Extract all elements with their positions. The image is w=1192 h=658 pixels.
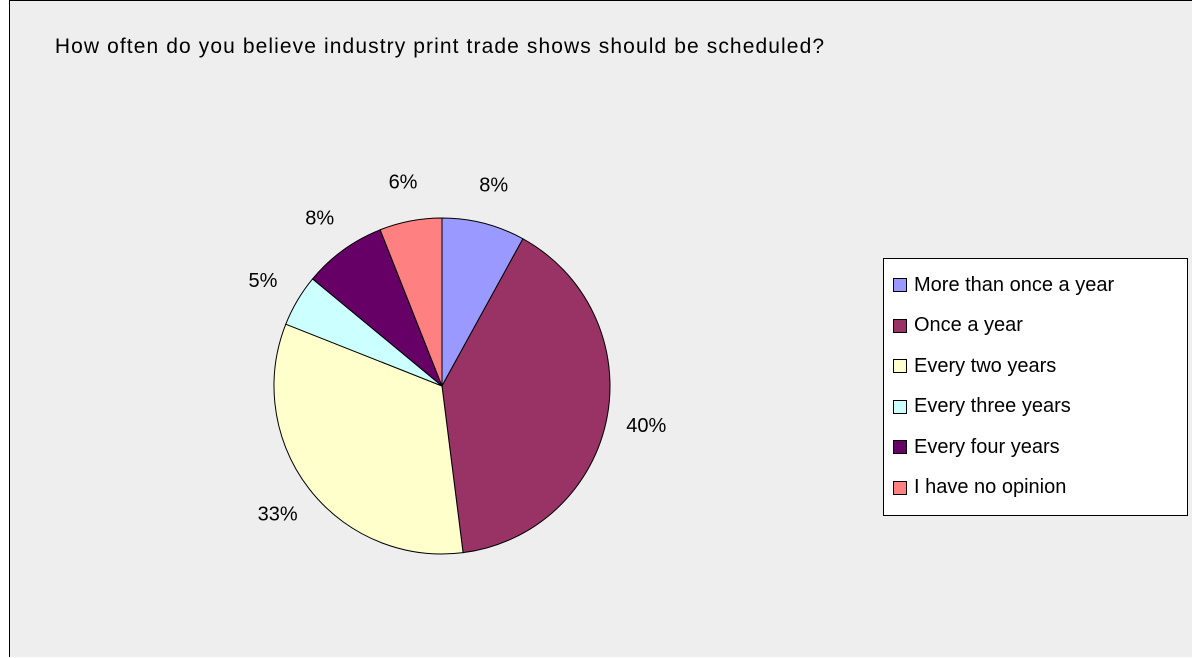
legend-swatch: [893, 278, 907, 293]
legend-item-4: Every four years: [884, 427, 1187, 468]
legend-item-5: I have no opinion: [884, 468, 1187, 509]
pie-slices: [273, 217, 611, 555]
legend-label: Every four years: [914, 435, 1060, 458]
chart-area: How often do you believe industry print …: [9, 0, 1192, 657]
legend: More than once a year Once a year Every tw…: [883, 258, 1188, 516]
legend-label: I have no opinion: [914, 476, 1067, 499]
legend-label: Once a year: [914, 314, 1023, 337]
legend-label: Every two years: [914, 354, 1057, 377]
legend-item-1: Once a year: [884, 306, 1187, 347]
legend-swatch: [893, 480, 907, 495]
legend-item-0: More than once a year: [884, 265, 1187, 306]
slice-label-5: 6%: [389, 172, 418, 194]
pie-slice-2: [273, 323, 464, 555]
pie-slice-1: [441, 238, 611, 554]
legend-swatch: [893, 440, 907, 455]
pie-labels: 8% 40% 33% 5% 8% 6%: [249, 172, 667, 526]
legend-swatch: [893, 359, 907, 374]
chart-title: How often do you believe industry print …: [54, 35, 826, 58]
legend-swatch: [893, 318, 907, 333]
legend-label: Every three years: [914, 395, 1071, 418]
pie-slice-5: [379, 217, 443, 387]
slice-label-0: 8%: [479, 175, 508, 197]
pie-chart: 8% 40% 33% 5% 8% 6%: [249, 172, 667, 555]
legend-item-3: Every three years: [884, 387, 1187, 428]
legend-label: More than once a year: [914, 273, 1115, 296]
slice-label-2: 33%: [258, 503, 298, 525]
legend-swatch: [893, 399, 907, 414]
slice-label-3: 5%: [249, 270, 278, 292]
slice-label-4: 8%: [305, 208, 334, 230]
legend-item-2: Every two years: [884, 346, 1187, 387]
slice-label-1: 40%: [626, 415, 666, 437]
